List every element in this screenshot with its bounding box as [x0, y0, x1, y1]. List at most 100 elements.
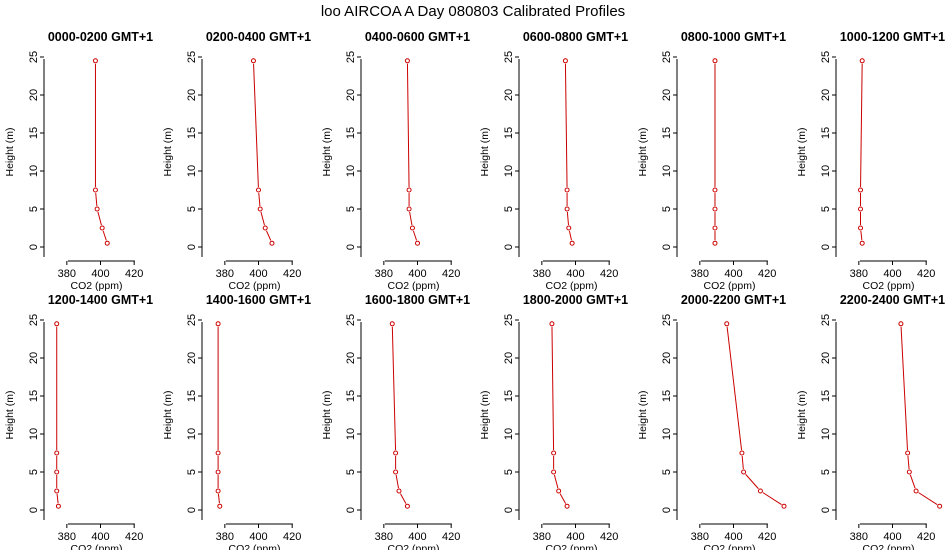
data-point	[937, 503, 943, 509]
y-tick-label: 0	[345, 244, 357, 250]
x-axis-label: CO2 (ppm)	[863, 280, 915, 292]
x-tick-label: 420	[283, 268, 301, 280]
y-tick-label: 10	[186, 165, 198, 177]
y-tick-label: 20	[28, 89, 40, 101]
data-point	[262, 225, 268, 231]
data-point	[781, 503, 787, 509]
x-tick-label: 420	[600, 531, 618, 543]
series-segment	[860, 63, 863, 188]
data-point	[858, 206, 864, 212]
y-tick-label: 15	[186, 127, 198, 139]
x-tick-label: 380	[375, 268, 393, 280]
y-tick-label: 0	[820, 507, 832, 513]
y-tick-label: 25	[28, 51, 40, 63]
data-point	[562, 58, 568, 64]
panel-title: 1000-1200 GMT+1	[840, 30, 945, 44]
data-point	[54, 321, 60, 327]
series-segment	[553, 474, 559, 489]
data-point	[551, 450, 557, 456]
y-tick-label: 0	[186, 244, 198, 250]
data-point	[712, 206, 718, 212]
y-tick-label: 5	[503, 206, 515, 212]
x-tick-label: 400	[724, 531, 742, 543]
y-tick-label: 5	[186, 469, 198, 475]
data-point	[94, 206, 100, 212]
series-segment	[559, 493, 567, 504]
y-tick-label: 20	[186, 89, 198, 101]
x-tick-label: 380	[533, 268, 551, 280]
y-tick-label: 10	[28, 165, 40, 177]
series-segment	[260, 211, 265, 226]
data-point	[724, 321, 730, 327]
data-point	[215, 450, 221, 456]
y-tick-label: 5	[28, 469, 40, 475]
figure-title: loo AIRCOA A Day 080803 Calibrated Profi…	[321, 3, 625, 20]
y-tick-label: 25	[820, 51, 832, 63]
x-tick-label: 400	[724, 268, 742, 280]
data-point	[898, 321, 904, 327]
panel-title: 2000-2200 GMT+1	[681, 293, 786, 307]
series-segment	[918, 492, 938, 505]
y-tick-label: 15	[503, 127, 515, 139]
x-tick-label: 380	[691, 268, 709, 280]
x-tick-label: 400	[566, 268, 584, 280]
x-axis-label: CO2 (ppm)	[863, 543, 915, 550]
y-tick-label: 25	[661, 314, 673, 326]
y-axis-label: Height (m)	[796, 127, 808, 176]
y-tick-label: 20	[820, 352, 832, 364]
y-tick-label: 5	[820, 469, 832, 475]
data-point	[92, 58, 98, 64]
series-segment	[217, 493, 220, 504]
x-axis-label: CO2 (ppm)	[388, 543, 440, 550]
y-tick-label: 25	[28, 314, 40, 326]
series-segment	[258, 192, 261, 207]
data-point	[564, 503, 570, 509]
data-point	[858, 187, 864, 193]
x-axis-label: CO2 (ppm)	[229, 543, 281, 550]
panel-title: 0400-0600 GMT+1	[365, 30, 470, 44]
x-axis-label: CO2 (ppm)	[546, 280, 598, 292]
x-tick-label: 400	[91, 268, 109, 280]
panel-title: 2200-2400 GMT+1	[840, 293, 945, 307]
x-tick-label: 380	[375, 531, 393, 543]
series-segment	[909, 474, 916, 489]
y-tick-label: 0	[503, 244, 515, 250]
x-tick-label: 420	[442, 268, 460, 280]
x-axis-label: CO2 (ppm)	[546, 543, 598, 550]
data-point	[256, 187, 261, 193]
panel-title: 1400-1600 GMT+1	[206, 293, 311, 307]
y-tick-label: 5	[820, 206, 832, 212]
data-point	[54, 469, 60, 475]
y-axis-label: Height (m)	[321, 390, 333, 439]
panel-title: 1200-1400 GMT+1	[48, 293, 153, 307]
x-tick-label: 420	[758, 531, 776, 543]
series-segment	[265, 230, 272, 241]
y-tick-label: 0	[186, 507, 198, 513]
data-point	[393, 450, 399, 456]
y-tick-label: 15	[661, 127, 673, 139]
y-tick-label: 10	[345, 165, 357, 177]
y-axis-label: Height (m)	[637, 390, 649, 439]
data-point	[741, 469, 747, 475]
x-axis-label: CO2 (ppm)	[229, 280, 281, 292]
y-tick-label: 25	[820, 314, 832, 326]
series-segment	[900, 326, 908, 451]
data-point	[215, 469, 221, 475]
y-tick-label: 10	[503, 428, 515, 440]
data-point	[396, 488, 402, 494]
series-segment	[406, 63, 410, 188]
data-point	[712, 225, 718, 231]
y-tick-label: 5	[661, 206, 673, 212]
x-tick-label: 380	[58, 531, 76, 543]
x-tick-label: 400	[91, 531, 109, 543]
panel-title: 0800-1000 GMT+1	[681, 30, 786, 44]
y-tick-label: 0	[28, 507, 40, 513]
series-segment	[409, 211, 413, 226]
